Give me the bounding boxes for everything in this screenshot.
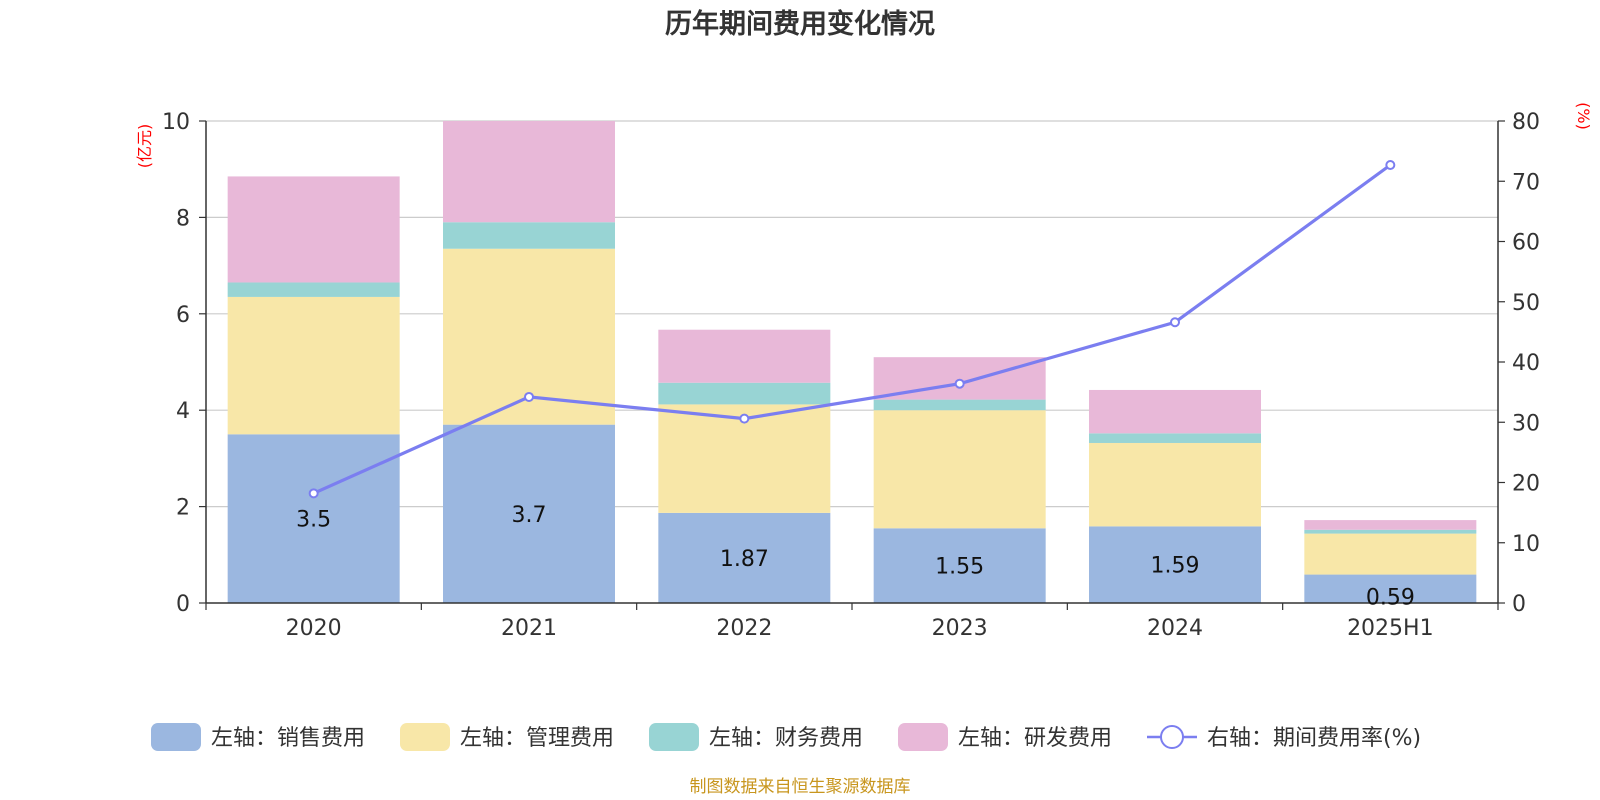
bar-finance — [227, 282, 400, 297]
legend-label: 右轴：期间费用率(%) — [1207, 726, 1421, 751]
right-tick-label: 30 — [1512, 411, 1540, 436]
bar-sales — [1304, 574, 1477, 603]
bar-rd — [1089, 389, 1261, 434]
bar-sales — [443, 424, 615, 603]
bar-finance — [1089, 433, 1261, 443]
right-tick-label: 40 — [1512, 351, 1540, 376]
sales-data-label: 1.59 — [1151, 554, 1200, 579]
bar-series — [227, 121, 1477, 603]
data-labels: 3.5 3.7 1.87 1.55 1.59 0.59 — [296, 503, 1415, 611]
bar-finance — [873, 399, 1046, 411]
bar-finance — [658, 382, 831, 405]
left-tick-label: 4 — [176, 399, 190, 424]
legend-label: 左轴：销售费用 — [211, 726, 365, 751]
left-axis-unit: (亿元) — [135, 124, 154, 169]
left-tick-label: 6 — [176, 303, 190, 328]
legend: 左轴：销售费用 左轴：管理费用 左轴：财务费用 左轴：研发费用 右轴：期间费用率(%) — [151, 723, 1421, 751]
bar-rd — [658, 329, 831, 383]
bar-sales — [227, 434, 400, 603]
right-tick-label: 20 — [1512, 472, 1540, 497]
sales-data-label: 1.87 — [720, 547, 769, 572]
bar-rd — [443, 121, 615, 223]
legend-label: 左轴：管理费用 — [460, 726, 614, 751]
grid-lines — [206, 120, 1498, 508]
left-tick-label: 8 — [176, 206, 190, 231]
bar-admin — [1304, 533, 1477, 575]
rate-point — [954, 378, 965, 389]
legend-swatch-marker — [1160, 725, 1184, 749]
bar-sales — [873, 528, 1046, 603]
x-tick-label: 2023 — [932, 616, 988, 641]
x-tick-label: 2020 — [286, 616, 342, 641]
sales-data-label: 0.59 — [1366, 586, 1415, 611]
right-tick-label: 70 — [1512, 170, 1540, 195]
right-tick-label: 10 — [1512, 532, 1540, 557]
x-tick-label: 2022 — [716, 616, 772, 641]
bar-rd — [1304, 520, 1477, 530]
legend-swatch-finance — [649, 723, 699, 751]
sales-data-label: 1.55 — [935, 555, 984, 580]
bar-rd — [227, 176, 400, 283]
rate-point — [524, 391, 534, 402]
rate-point — [308, 488, 319, 499]
rate-point — [739, 413, 750, 424]
axes: 0 2 4 6 8 10 0 10 20 30 40 50 60 70 80 2020 2021 2022 2023… — [162, 110, 1540, 641]
bar-finance — [1304, 529, 1477, 534]
rate-line-series — [308, 159, 1396, 499]
bar-finance — [443, 222, 615, 249]
legend-swatch-admin — [400, 723, 450, 751]
sales-data-label: 3.7 — [512, 503, 547, 528]
bar-admin — [873, 410, 1046, 529]
sales-data-label: 3.5 — [296, 508, 331, 533]
left-tick-label: 2 — [176, 496, 190, 521]
right-tick-label: 60 — [1512, 231, 1540, 256]
x-tick-label: 2021 — [501, 616, 557, 641]
bar-sales — [1089, 526, 1261, 603]
rate-point — [1385, 159, 1396, 170]
legend-swatch-rd — [898, 723, 948, 751]
legend-swatch-sales — [151, 723, 201, 751]
x-tick-label: 2025H1 — [1347, 616, 1434, 641]
right-tick-label: 80 — [1512, 110, 1540, 135]
right-tick-label: 0 — [1512, 592, 1526, 617]
x-tick-label: 2024 — [1147, 616, 1203, 641]
legend-label: 左轴：财务费用 — [709, 726, 863, 751]
bar-sales — [658, 512, 831, 603]
left-tick-label: 0 — [176, 592, 190, 617]
bar-admin — [227, 296, 400, 435]
legend-label: 左轴：研发费用 — [958, 726, 1112, 751]
rate-point — [1170, 317, 1180, 328]
right-tick-label: 50 — [1512, 291, 1540, 316]
rate-line — [313, 163, 1392, 495]
chart-title: 历年期间费用变化情况 — [665, 8, 935, 40]
right-axis-unit: (%) — [1574, 102, 1593, 130]
bar-admin — [1089, 442, 1261, 527]
source-note: 制图数据来自恒生聚源数据库 — [690, 777, 911, 797]
left-tick-label: 10 — [162, 110, 190, 135]
